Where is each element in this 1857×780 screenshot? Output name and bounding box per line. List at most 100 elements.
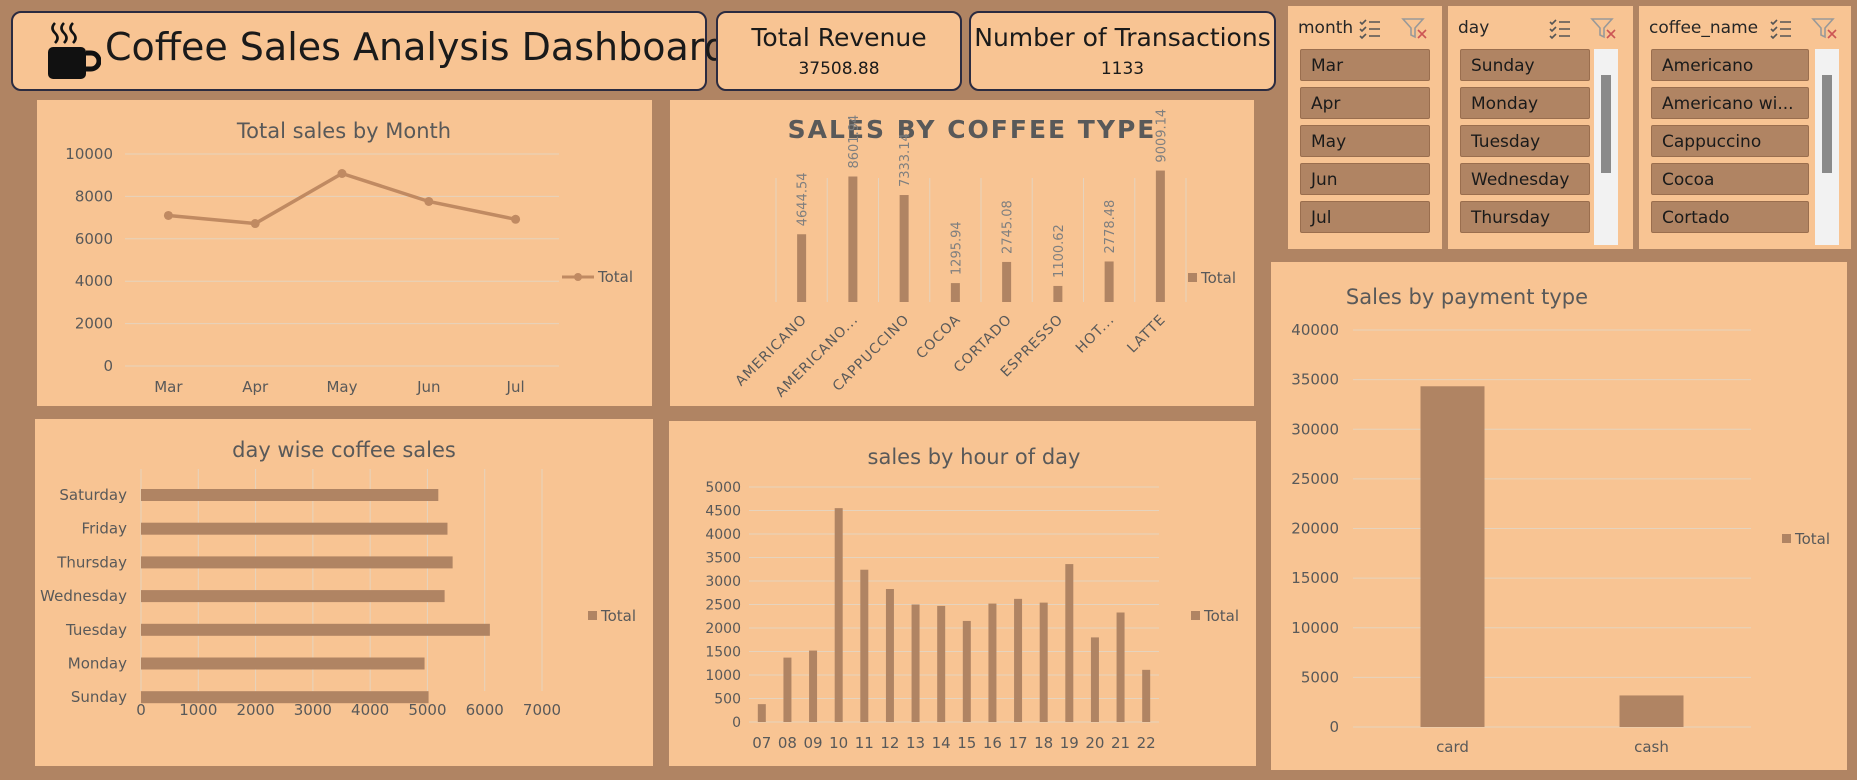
- chart-title: Sales by payment type: [1346, 285, 1588, 309]
- bar: [1014, 598, 1023, 722]
- bar: [1065, 564, 1074, 722]
- y-tick-label: 6000: [75, 230, 113, 248]
- bar: [1420, 386, 1485, 727]
- multi-select-icon[interactable]: [1358, 16, 1382, 40]
- y-tick-label: 0: [1329, 718, 1339, 736]
- bar: [783, 657, 792, 722]
- scrollbar-thumb[interactable]: [1601, 75, 1611, 173]
- kpi-value: 37508.88: [798, 59, 880, 79]
- data-label: 7333.14: [898, 133, 913, 187]
- data-point: [424, 196, 434, 206]
- chart-panel-coffee-type: SALES BY COFFEE TYPE 4644.54 8601.94 7333.1…: [670, 100, 1254, 406]
- x-tick-label: 22: [1137, 734, 1156, 752]
- y-tick-label: 40000: [1291, 321, 1339, 339]
- bar: [848, 176, 858, 302]
- bar: [141, 657, 425, 670]
- slicer-item[interactable]: Monday: [1460, 87, 1590, 119]
- clear-filter-icon[interactable]: [1401, 16, 1429, 42]
- slicer-item[interactable]: Apr: [1300, 87, 1430, 119]
- slicer-item[interactable]: Cappuccino: [1651, 125, 1809, 157]
- x-tick-label: card: [1436, 738, 1469, 756]
- slicer-item[interactable]: Mar: [1300, 49, 1430, 81]
- bar: [899, 195, 909, 302]
- x-tick-label: Jun: [416, 378, 440, 396]
- bar: [141, 522, 448, 535]
- slicer-item[interactable]: Jul: [1300, 201, 1430, 233]
- multi-select-icon[interactable]: [1548, 16, 1572, 40]
- x-tick-label: 14: [932, 734, 951, 752]
- x-tick-label: 19: [1060, 734, 1079, 752]
- bar: [885, 588, 894, 722]
- y-tick-label: 10000: [65, 145, 113, 163]
- y-tick-label: 4500: [705, 504, 741, 520]
- clear-filter-icon[interactable]: [1811, 16, 1839, 42]
- data-point: [511, 214, 521, 224]
- chart-title: SALES BY COFFEE TYPE: [788, 115, 1157, 144]
- slicer-title: day: [1458, 18, 1490, 38]
- data-label: 4644.54: [796, 172, 811, 226]
- slicer-scrollbar[interactable]: [1594, 49, 1618, 245]
- data-label: 2745.08: [1001, 200, 1016, 254]
- y-tick-label: 8000: [75, 187, 113, 205]
- y-tick-label: 5000: [705, 480, 741, 496]
- bar: [1116, 612, 1125, 722]
- y-tick-label: Friday: [82, 520, 128, 538]
- legend-swatch: [1782, 534, 1791, 543]
- slicer-item[interactable]: Wednesday: [1460, 163, 1590, 195]
- bar: [141, 623, 490, 636]
- data-label: 8601.94: [847, 115, 862, 169]
- x-tick-label: 5000: [408, 701, 446, 719]
- series-line: [168, 171, 516, 226]
- y-tick-label: 35000: [1291, 371, 1339, 389]
- x-tick-label: Apr: [242, 378, 269, 396]
- x-tick-label: 21: [1111, 734, 1130, 752]
- slicer-item[interactable]: Cortado: [1651, 201, 1809, 233]
- slicer-item[interactable]: Tuesday: [1460, 125, 1590, 157]
- chart-title: Total sales by Month: [236, 119, 451, 143]
- slicer-item[interactable]: Cocoa: [1651, 163, 1809, 195]
- bar: [1053, 285, 1063, 302]
- x-tick-label: 17: [1009, 734, 1028, 752]
- bar: [1155, 170, 1165, 302]
- slicer-item[interactable]: Jun: [1300, 163, 1430, 195]
- legend-label: Total: [1794, 530, 1830, 548]
- bar-chart-sales-by-hour: sales by hour of day 0 500 1000 1500 2000 2500…: [705, 445, 1239, 752]
- bar-chart-day-wise-sales: day wise coffee sales 0 1000 2000 3000 4000 50…: [40, 438, 636, 719]
- slicer-item[interactable]: Americano wi...: [1651, 87, 1809, 119]
- y-tick-label: 2000: [705, 621, 741, 637]
- data-point: [250, 219, 260, 229]
- y-tick-label: 3500: [705, 551, 741, 567]
- x-tick-label: Jul: [506, 378, 525, 396]
- bar: [834, 508, 843, 722]
- data-label: 9009.14: [1154, 109, 1169, 163]
- x-tick-label: 2000: [236, 701, 274, 719]
- slicer-item[interactable]: Sunday: [1460, 49, 1590, 81]
- chart-title: sales by hour of day: [868, 445, 1081, 469]
- chart-panel-day: day wise coffee sales 0 1000 2000 3000 4000 50…: [35, 419, 653, 766]
- slicer-month: month Mar Apr May Jun Jul: [1288, 6, 1442, 249]
- legend-swatch: [574, 273, 582, 281]
- legend-swatch: [1191, 611, 1200, 620]
- x-tick-label: 10: [829, 734, 848, 752]
- coffee-cup-icon: [48, 22, 101, 79]
- x-tick-label: 12: [880, 734, 899, 752]
- slicer-scrollbar[interactable]: [1815, 49, 1839, 245]
- x-tick-label: 07: [752, 734, 771, 752]
- y-tick-label: 10000: [1291, 619, 1339, 637]
- scrollbar-thumb[interactable]: [1822, 75, 1832, 173]
- slicer-item[interactable]: Americano: [1651, 49, 1809, 81]
- x-tick-label: 6000: [466, 701, 504, 719]
- bar: [1142, 669, 1151, 722]
- slicer-item[interactable]: May: [1300, 125, 1430, 157]
- slicer-item[interactable]: Thursday: [1460, 201, 1590, 233]
- y-tick-label: 15000: [1291, 569, 1339, 587]
- multi-select-icon[interactable]: [1769, 16, 1793, 40]
- slicer-title: month: [1298, 18, 1354, 38]
- clear-filter-icon[interactable]: [1590, 16, 1618, 42]
- y-tick-label: Monday: [68, 655, 127, 673]
- kpi-value: 1133: [1100, 59, 1145, 79]
- legend-swatch: [1188, 273, 1197, 282]
- legend-label: Total: [1200, 269, 1236, 287]
- y-tick-label: Sunday: [71, 688, 127, 706]
- y-tick-label: 1000: [705, 668, 741, 684]
